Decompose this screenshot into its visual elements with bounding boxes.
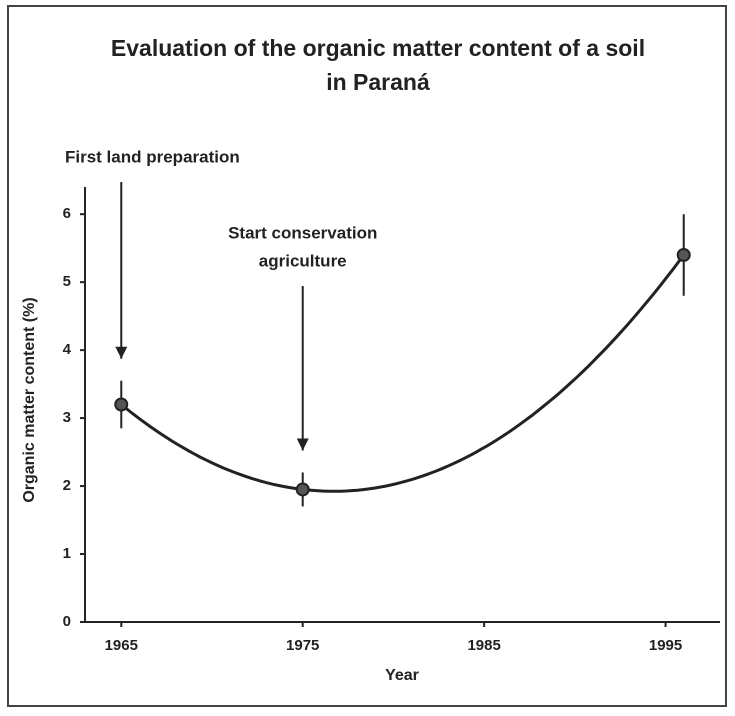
annotation: First land preparation: [65, 147, 240, 166]
x-tick-label: 1985: [467, 637, 500, 654]
annotation: agriculture: [259, 251, 347, 270]
frame: [7, 5, 727, 707]
y-tick-label: 1: [63, 545, 71, 562]
y-tick-label: 3: [63, 409, 71, 426]
arrow-head: [296, 438, 309, 451]
x-tick-label: 1965: [105, 637, 138, 654]
arrow-head: [115, 346, 128, 359]
data-point: [676, 247, 691, 262]
y-axis-label: Organic matter content (%): [21, 297, 38, 502]
y-tick-label: 4: [63, 341, 72, 358]
fit-curve: [120, 254, 685, 493]
x-tick-label: 1995: [649, 637, 682, 654]
annotation: Start conservation: [228, 223, 377, 242]
x-tick-label: 1975: [286, 637, 319, 654]
data-point: [295, 482, 310, 497]
y-tick-label: 2: [63, 477, 71, 494]
data-point: [114, 397, 129, 412]
x-axis-label: Year: [385, 667, 419, 684]
y-tick-label: 6: [63, 205, 71, 222]
chart-title: Evaluation of the organic matter content…: [111, 35, 645, 61]
y-tick-label: 0: [63, 613, 71, 630]
y-tick-label: 5: [63, 273, 71, 290]
chart-title: in Paraná: [326, 69, 430, 95]
